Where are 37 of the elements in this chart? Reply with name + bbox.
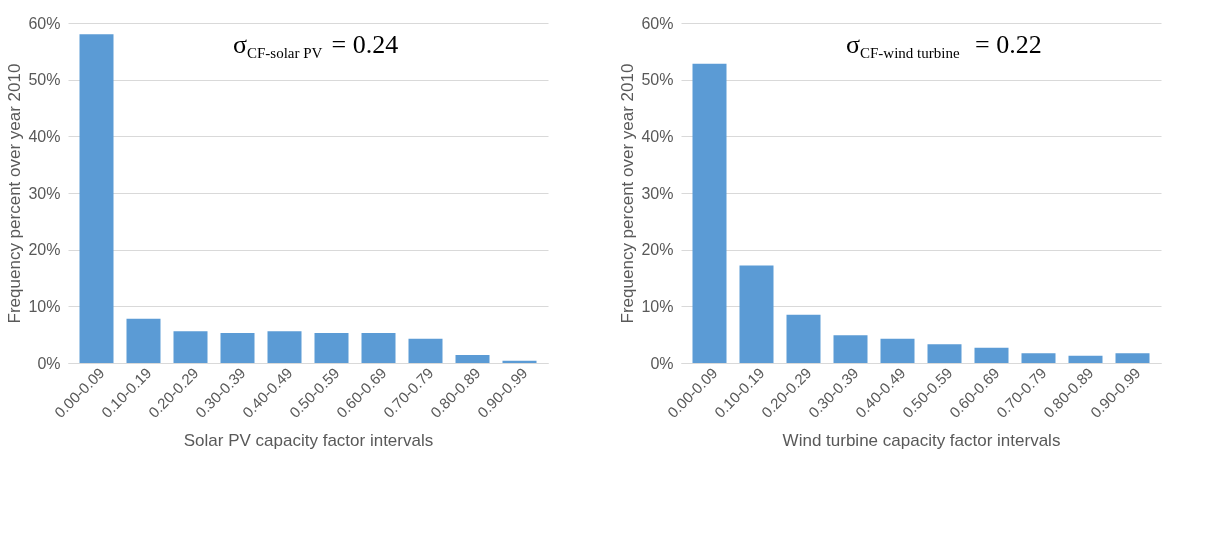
bar: [455, 355, 490, 363]
bar: [220, 332, 255, 363]
bar: [1068, 355, 1103, 363]
bar: [880, 338, 915, 363]
bar: [692, 63, 727, 363]
bar: [927, 344, 962, 363]
bar: [408, 338, 443, 363]
y-axis-title: Frequency percent over year 2010: [618, 63, 638, 324]
bar: [974, 347, 1009, 363]
y-tick-label: 60%: [641, 14, 674, 32]
bar: [126, 318, 161, 363]
y-tick-label: 0%: [37, 354, 61, 372]
x-axis-title: Wind turbine capacity factor intervals: [782, 430, 1061, 450]
y-tick-label: 50%: [28, 71, 61, 89]
bar: [267, 331, 302, 363]
y-tick-label: 40%: [28, 127, 61, 145]
bar: [786, 314, 821, 363]
bar: [361, 332, 396, 363]
y-axis-title: Frequency percent over year 2010: [5, 63, 25, 324]
bar: [1115, 353, 1150, 363]
bar: [739, 265, 774, 363]
y-tick-label: 50%: [641, 71, 674, 89]
y-tick-label: 20%: [28, 241, 61, 259]
bar: [173, 331, 208, 363]
y-tick-label: 10%: [28, 297, 61, 315]
y-tick-label: 40%: [641, 127, 674, 145]
x-axis-title: Solar PV capacity factor intervals: [183, 430, 434, 450]
y-tick-label: 60%: [28, 14, 61, 32]
bar: [314, 332, 349, 363]
y-tick-label: 10%: [641, 297, 674, 315]
y-tick-label: 0%: [650, 354, 674, 372]
y-tick-label: 20%: [641, 241, 674, 259]
bar: [1021, 353, 1056, 363]
bar: [833, 335, 868, 363]
y-tick-label: 30%: [28, 184, 61, 202]
bar: [79, 34, 114, 363]
y-tick-label: 30%: [641, 184, 674, 202]
